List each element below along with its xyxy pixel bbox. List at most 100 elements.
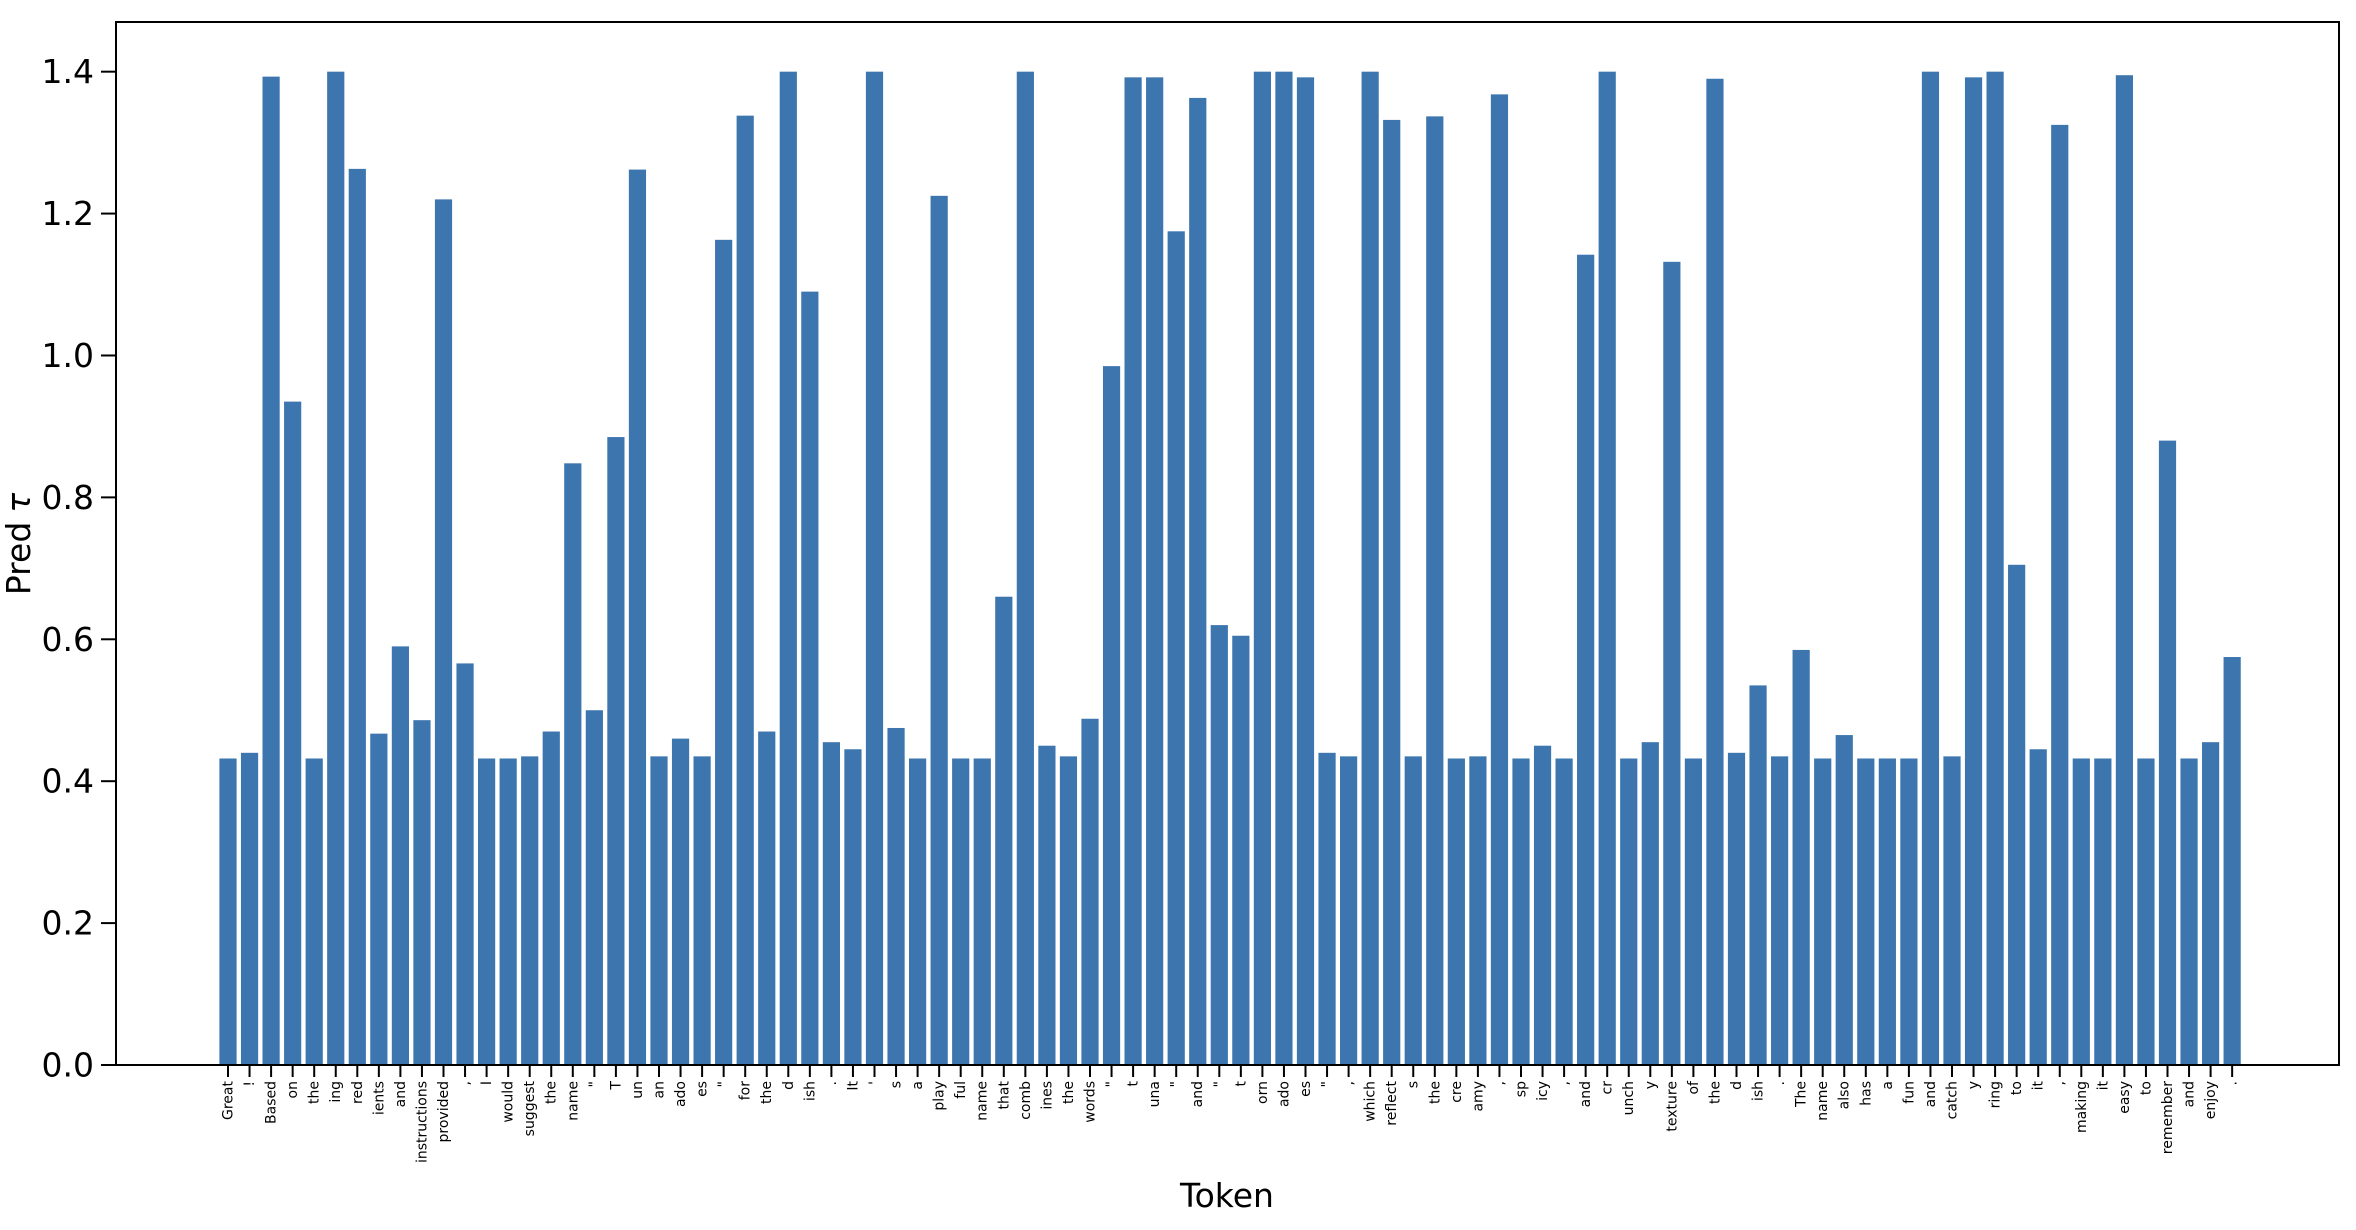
bar: [1771, 756, 1789, 1065]
bar: [1727, 752, 1746, 1065]
x-tick-label: would: [501, 1081, 517, 1123]
x-tick-label: y: [1643, 1081, 1659, 1089]
x-tick-label: that: [996, 1080, 1012, 1109]
x-tick-label: catch: [1944, 1081, 1960, 1119]
bar: [865, 71, 884, 1066]
bar: [1102, 366, 1121, 1065]
bar: [1146, 77, 1164, 1066]
bar: [499, 758, 517, 1065]
x-tick-label: easy: [2117, 1081, 2133, 1114]
x-tick-label: the: [1427, 1081, 1443, 1104]
bar: [1620, 758, 1638, 1065]
bar: [413, 720, 431, 1065]
x-tick-label: to: [2009, 1081, 2025, 1095]
bar: [564, 463, 582, 1065]
x-tick-label: The: [1794, 1081, 1810, 1108]
bar: [1792, 649, 1810, 1065]
x-tick-label: un: [630, 1081, 646, 1099]
bar: [779, 71, 797, 1066]
x-tick-label: it: [2095, 1081, 2111, 1091]
y-axis-label-prefix: Pred: [0, 522, 38, 595]
x-tick-label: .: [824, 1081, 840, 1085]
bar: [822, 742, 840, 1065]
x-tick-label: making: [2074, 1081, 2090, 1133]
bar: [2029, 749, 2047, 1065]
bar: [887, 727, 905, 1065]
y-tick-label: 1.2: [42, 194, 94, 233]
x-tick-label: the: [544, 1081, 560, 1104]
y-tick-label: 0.0: [42, 1046, 94, 1085]
x-tick-label: unch: [1621, 1081, 1637, 1115]
x-tick-label: d: [781, 1081, 797, 1090]
x-tick-label: reflect: [1384, 1080, 1400, 1125]
x-tick-label: ,: [1557, 1081, 1573, 1085]
x-tick-label: ines: [1039, 1081, 1055, 1110]
x-tick-label: ado: [673, 1081, 689, 1107]
x-tick-label: It: [845, 1080, 861, 1090]
bar: [219, 758, 237, 1065]
bar: [2180, 758, 2198, 1065]
x-tick-label: ado: [1276, 1081, 1292, 1107]
x-tick-label: amy: [1470, 1081, 1486, 1112]
bar: [2008, 564, 2026, 1065]
x-tick-label: ish: [1751, 1081, 1767, 1101]
x-tick-label: ,: [1492, 1081, 1508, 1085]
bar: [1641, 742, 1659, 1065]
bar: [2094, 758, 2112, 1065]
x-tick-label: and: [1578, 1081, 1594, 1107]
x-tick-label: and: [2182, 1081, 2198, 1107]
x-tick-label: name: [1815, 1081, 1831, 1121]
bar: [1986, 71, 2004, 1066]
bar: [2158, 440, 2177, 1065]
x-tick-label: which: [1363, 1081, 1379, 1122]
bar: [671, 738, 690, 1065]
x-tick-label: I: [479, 1081, 495, 1085]
bar: [478, 758, 496, 1065]
x-tick-label: ": [1212, 1081, 1228, 1087]
bar: [391, 646, 409, 1065]
bar: [2072, 758, 2090, 1065]
bar: [973, 758, 991, 1065]
x-tick-label: for: [738, 1081, 754, 1100]
bar: [1426, 116, 1444, 1066]
bar: [715, 239, 733, 1065]
bar: [909, 758, 927, 1065]
bar: [305, 758, 323, 1065]
bar: [995, 596, 1013, 1065]
bar: [521, 756, 539, 1065]
bar: [1684, 758, 1702, 1065]
bar: [1059, 756, 1078, 1065]
bar: [801, 291, 819, 1065]
bar: [1081, 718, 1099, 1065]
bar: [1404, 756, 1422, 1065]
x-tick-label: and: [1190, 1081, 1206, 1107]
bar: [1447, 758, 1465, 1065]
x-tick-label: s: [1406, 1081, 1422, 1088]
y-tick-label: 0.8: [42, 478, 94, 517]
bar: [1318, 752, 1336, 1065]
bar: [1038, 745, 1056, 1065]
bar: [1921, 71, 1940, 1066]
bar: [1296, 77, 1315, 1066]
bar: [1210, 625, 1228, 1065]
x-tick-label: has: [1858, 1081, 1874, 1106]
bar: [2051, 124, 2069, 1065]
x-tick-label: fun: [1901, 1081, 1917, 1104]
bar: [370, 733, 388, 1065]
x-tick-label: on: [285, 1081, 301, 1098]
bar: [1275, 71, 1293, 1066]
bar: [284, 401, 302, 1066]
x-tick-label: and: [393, 1081, 409, 1107]
bar: [1253, 71, 1271, 1066]
bar: [262, 76, 280, 1065]
bar: [1490, 94, 1509, 1066]
x-tick-label: orn: [1255, 1081, 1271, 1104]
x-tick-label: ,: [1341, 1081, 1357, 1085]
bar: [1814, 758, 1832, 1065]
x-tick-label: ": [1169, 1081, 1185, 1087]
x-tick-label: the: [759, 1081, 775, 1104]
bar: [1167, 231, 1185, 1065]
x-tick-label: y: [1966, 1081, 1982, 1089]
bar: [1749, 685, 1767, 1065]
